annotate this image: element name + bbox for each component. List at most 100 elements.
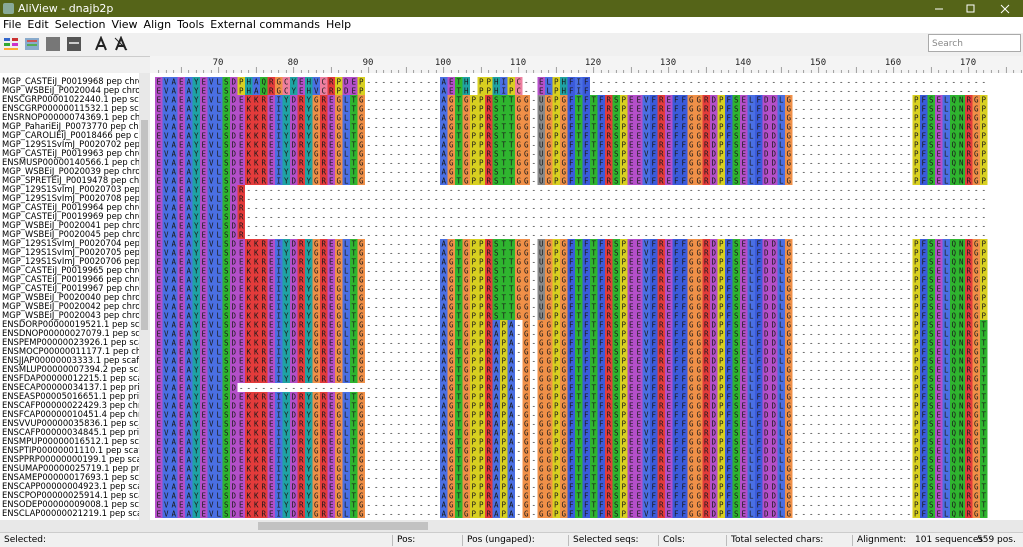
horizontal-scrollbar[interactable] xyxy=(0,520,1023,532)
residue-cell xyxy=(170,167,178,176)
sequence-name[interactable]: MGP_129S1SvImJ_P0020708 pep chr xyxy=(2,193,139,203)
sequence-name[interactable]: ENSDORP00000019521.1 pep scaffol xyxy=(2,319,139,329)
sequence-name[interactable]: ENSRNOP00000074369.1 pep chromo xyxy=(2,112,139,122)
residue-cell xyxy=(440,122,448,131)
residue-cell xyxy=(177,383,185,392)
residue-cell xyxy=(207,446,215,455)
scroll-thumb[interactable] xyxy=(258,522,428,530)
sequence-name[interactable]: MGP_CASTEiJ_P0019969 pep chromos xyxy=(2,211,139,221)
sequence-name[interactable]: MGP_SPRETEiJ_P0019478 pep chromo xyxy=(2,175,139,185)
sequence-name[interactable]: MGP_WSBEiJ_P0020040 pep chromos xyxy=(2,292,139,302)
menu-item[interactable]: File xyxy=(3,18,22,31)
sequence-name[interactable]: MGP_129S1SvImJ_P0020704 pep chr xyxy=(2,238,139,248)
residue-cell xyxy=(755,437,763,446)
sequence-name[interactable]: ENSCLAP00000021219.1 pep scaffold xyxy=(2,508,139,518)
sequence-name[interactable]: ENSMPUP00000016512.1 pep scaffol xyxy=(2,436,139,446)
residue-cell xyxy=(920,113,928,122)
sequence-name[interactable]: MGP_WSBEiJ_P0020042 pep chromos xyxy=(2,301,139,311)
tool-button[interactable] xyxy=(66,36,82,52)
sequence-name[interactable]: ENSEASP00005016651.1 pep primary xyxy=(2,391,139,401)
residue-cell xyxy=(545,131,553,140)
residue-cell xyxy=(290,455,298,464)
sequence-name[interactable]: ENSMLUP00000007394.2 pep scaffol xyxy=(2,364,139,374)
residue-cell xyxy=(605,122,613,131)
residue-cell xyxy=(785,446,793,455)
sequence-name[interactable]: MGP_CASTEiJ_P0019966 pep chromos xyxy=(2,274,139,284)
residue-cell xyxy=(927,365,935,374)
sequence-name[interactable]: MGP_129S1SvImJ_P0020702 pep chr xyxy=(2,139,139,149)
tool-button[interactable] xyxy=(113,36,129,52)
sequence-name[interactable]: MGP_PahariEiJ_P0073770 pep chromo xyxy=(2,121,139,131)
sequence-name[interactable]: ENSCAFP00000022429.3 pep chromo xyxy=(2,400,139,410)
tool-button[interactable] xyxy=(24,36,40,52)
sequence-name[interactable]: ENSFCAP00000010451.4 pep chromo xyxy=(2,409,139,419)
sequence-name[interactable]: ENSMUSP00000140566.1 pep chromo xyxy=(2,157,139,167)
residue-cell xyxy=(545,356,553,365)
residue-cell xyxy=(582,437,590,446)
menu-item[interactable]: View xyxy=(111,18,138,31)
sequence-name[interactable]: MGP_CAROLIEiJ_P0018466 pep chrom xyxy=(2,130,139,140)
sequence-name[interactable]: ENSAMEP00000017693.1 pep scaffold xyxy=(2,472,139,482)
menu-item[interactable]: External commands xyxy=(210,18,321,31)
residue-cell xyxy=(537,239,545,248)
sequence-row: EVAEAYEVLSDEKKREIYDRYGREGLTG----------AG… xyxy=(155,356,988,365)
scroll-thumb[interactable] xyxy=(141,120,148,330)
sequence-name[interactable]: MGP_WSBEiJ_P0020039 pep chromos xyxy=(2,166,139,176)
residue-cell xyxy=(665,320,673,329)
residue-cell xyxy=(440,149,448,158)
menu-item[interactable]: Help xyxy=(326,18,352,31)
residue-cell xyxy=(155,320,163,329)
sequence-name[interactable]: MGP_CASTEiJ_P0019968 pep chromos xyxy=(2,76,139,86)
sequence-name[interactable]: ENSJJAP00000003333.1 pep scaffold xyxy=(2,355,139,365)
sequence-name[interactable]: ENSCAFP00000034845.1 pep primar xyxy=(2,427,139,437)
menu-item[interactable]: Edit xyxy=(27,18,49,31)
sequence-name[interactable]: MGP_CASTEiJ_P0019965 pep chromos xyxy=(2,265,139,275)
residue-cell xyxy=(560,509,568,518)
sequence-name[interactable]: MGP_WSBEiJ_P0020044 pep chromos xyxy=(2,85,139,95)
sequence-name[interactable]: ENSCGRP00000011532.1 pep scaffold xyxy=(2,103,139,113)
menu-item[interactable]: Selection xyxy=(54,18,106,31)
residue-cell xyxy=(440,257,448,266)
sequence-name[interactable]: MGP_129S1SvImJ_P0020703 pep chr xyxy=(2,184,139,194)
residue-cell xyxy=(657,149,665,158)
tool-button[interactable] xyxy=(93,36,109,52)
residue-cell xyxy=(170,95,178,104)
search-field[interactable]: Search xyxy=(928,34,1021,52)
sequence-name[interactable]: ENSPPRP00000000199.1 pep scaffol xyxy=(2,454,139,464)
sequence-name[interactable]: MGP_WSBEiJ_P0020041 pep chromos xyxy=(2,220,139,230)
residue-cell xyxy=(612,392,620,401)
sequence-name[interactable]: ENSCPOP00000025914.1 pep scaffold xyxy=(2,490,139,500)
sequence-name[interactable]: ENSFDAP00000012215.1 pep scaffol xyxy=(2,373,139,383)
residue-cell xyxy=(170,275,178,284)
sequence-name[interactable]: MGP_WSBEiJ_P0020045 pep chromos xyxy=(2,229,139,239)
menu-item[interactable]: Align xyxy=(143,18,172,31)
residue-cell xyxy=(612,95,620,104)
sequence-name[interactable]: ENSODEP00000009008.1 pep scaffold xyxy=(2,499,139,509)
sequence-name[interactable]: ENSCAPP00000004923.1 pep scaffold xyxy=(2,481,139,491)
sequence-name[interactable]: MGP_CASTEiJ_P0019964 pep chromos xyxy=(2,202,139,212)
sequence-name[interactable]: ENSVVUP00000035836.1 pep scaffo xyxy=(2,418,139,428)
residue-cell xyxy=(770,374,778,383)
residue-cell xyxy=(215,95,223,104)
residue-cell xyxy=(357,455,365,464)
sequence-name[interactable]: ENSMOCP00000011177.1 pep chromo xyxy=(2,346,139,356)
sequence-name[interactable]: MGP_WSBEiJ_P0020043 pep chromos xyxy=(2,310,139,320)
sequence-name[interactable]: ENSCGRP00001022440.1 pep scaffold xyxy=(2,94,139,104)
sequence-name[interactable]: ENSDNOP00000027079.1 pep scaffo xyxy=(2,328,139,338)
residue-cell xyxy=(230,455,238,464)
menu-item[interactable]: Tools xyxy=(177,18,205,31)
tool-button[interactable] xyxy=(3,36,19,52)
window-controls[interactable] xyxy=(925,0,1023,17)
sequence-name[interactable]: ENSECAP00000034137.1 pep primary xyxy=(2,382,139,392)
residue-cell xyxy=(710,509,718,518)
tool-button[interactable] xyxy=(45,36,61,52)
sequence-name[interactable]: ENSPEMP00000023926.1 pep scaffol xyxy=(2,337,139,347)
sequence-name[interactable]: ENSUMAP00000025719.1 pep primary xyxy=(2,463,139,473)
sequence-name[interactable]: MGP_129S1SvImJ_P0020706 pep chr xyxy=(2,256,139,266)
residue-cell xyxy=(192,464,200,473)
residue-cell xyxy=(657,464,665,473)
sequence-name[interactable]: MGP_CASTEiJ_P0019967 pep chromos xyxy=(2,283,139,293)
sequence-name[interactable]: MGP_CASTEiJ_P0019963 pep chromos xyxy=(2,148,139,158)
sequence-name[interactable]: MGP_129S1SvImJ_P0020705 pep chr xyxy=(2,247,139,257)
sequence-name[interactable]: ENSPTIP00000001110.1 pep scaffold xyxy=(2,445,139,455)
